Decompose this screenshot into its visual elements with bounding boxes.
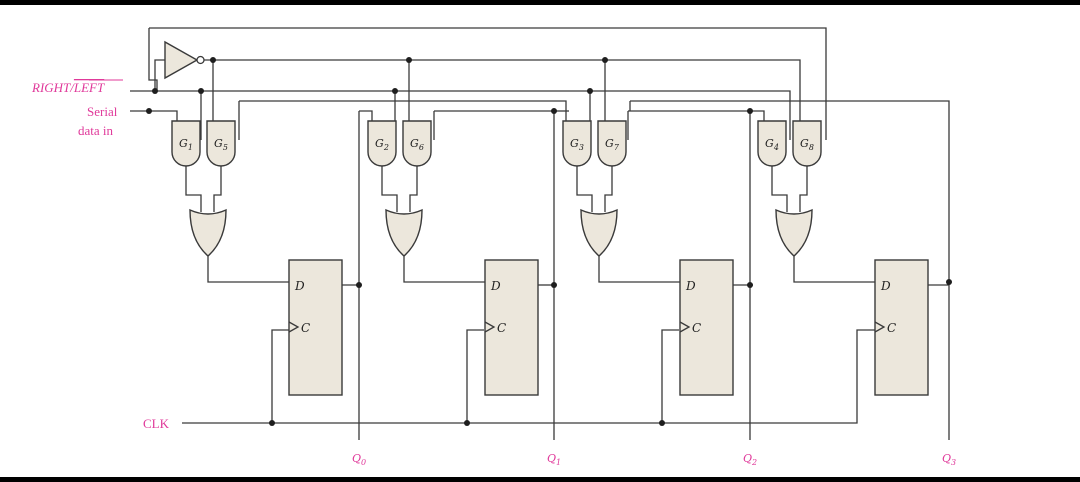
shift-register-circuit: RIGHT/LEFT Serial data in CLK xyxy=(31,27,956,467)
gate-label-g1: G1 xyxy=(179,137,193,152)
gate-label-g5: G5 xyxy=(214,137,228,152)
right-left-label: RIGHT/LEFT xyxy=(31,80,105,95)
diagram-canvas: RIGHT/LEFT Serial data in CLK xyxy=(0,5,1080,477)
flip-flop-1 xyxy=(484,259,539,396)
junction-dots xyxy=(146,57,952,426)
junction-dot xyxy=(269,420,275,426)
stage-2: G3 G7 D C Q2 xyxy=(562,120,757,467)
junction-dot xyxy=(146,108,152,114)
junction-dot xyxy=(551,282,557,288)
ff-d-pin: D xyxy=(880,279,891,293)
gate-label-g6: G6 xyxy=(410,137,424,152)
junction-dot xyxy=(747,108,753,114)
ff-c-pin: C xyxy=(887,321,896,335)
junction-dot xyxy=(152,88,158,94)
junction-dot xyxy=(602,57,608,63)
gate-label-g3: G3 xyxy=(570,137,584,152)
junction-dot xyxy=(587,88,593,94)
control-wiring xyxy=(130,27,950,440)
and-gate-g3 xyxy=(562,120,592,167)
and-gate-g4 xyxy=(757,120,787,167)
or-gate-0 xyxy=(189,208,227,257)
junction-dot xyxy=(210,57,216,63)
stage-0: G1 G5 D C Q0 xyxy=(171,120,366,467)
and-gate-g6 xyxy=(402,120,432,167)
or-gate-1 xyxy=(385,208,423,257)
ff-c-pin: C xyxy=(497,321,506,335)
flip-flop-0 xyxy=(288,259,343,396)
junction-dot xyxy=(406,57,412,63)
gate-label-g7: G7 xyxy=(605,137,620,152)
gate-label-g4: G4 xyxy=(765,137,779,152)
and-gate-g5 xyxy=(206,120,236,167)
inverter-bubble xyxy=(196,55,205,65)
ff-d-pin: D xyxy=(490,279,501,293)
output-label-q2: Q2 xyxy=(743,452,757,467)
serial-label-line2: data in xyxy=(78,123,114,138)
junction-dot xyxy=(551,108,557,114)
clk-label: CLK xyxy=(143,416,170,431)
or-gate-3 xyxy=(775,208,813,257)
output-label-q3: Q3 xyxy=(942,452,956,467)
junction-dot xyxy=(946,279,952,285)
junction-dot xyxy=(392,88,398,94)
output-label-q0: Q0 xyxy=(352,452,366,467)
stage-1: G2 G6 D C Q1 xyxy=(367,120,561,467)
inverter-gate xyxy=(164,40,199,80)
ff-d-pin: D xyxy=(685,279,696,293)
serial-label-line1: Serial xyxy=(87,104,118,119)
junction-dot xyxy=(198,88,204,94)
ff-c-pin: C xyxy=(301,321,310,335)
and-gate-g1 xyxy=(171,120,201,167)
register-stages: G1 G5 D C Q0 G2 G6 D C Q1 G3 G7 D C Q2 G4 G8 D C Q3 xyxy=(171,120,956,467)
and-gate-g2 xyxy=(367,120,397,167)
gate-label-g2: G2 xyxy=(375,137,389,152)
junction-dot xyxy=(659,420,665,426)
junction-dot xyxy=(747,282,753,288)
ff-c-pin: C xyxy=(692,321,701,335)
and-gate-g7 xyxy=(597,120,627,167)
junction-dot xyxy=(464,420,470,426)
ff-d-pin: D xyxy=(294,279,305,293)
output-label-q1: Q1 xyxy=(547,452,561,467)
stage-3: G4 G8 D C Q3 xyxy=(757,120,956,467)
gate-label-g8: G8 xyxy=(800,137,814,152)
junction-dot xyxy=(356,282,362,288)
and-gate-g8 xyxy=(792,120,822,167)
or-gate-2 xyxy=(580,208,618,257)
